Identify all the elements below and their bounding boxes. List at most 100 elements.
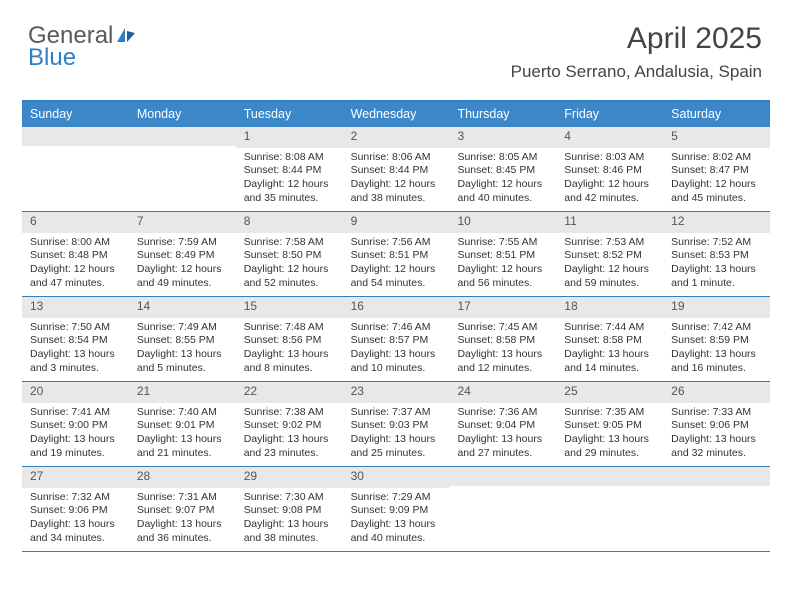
calendar-day: 21Sunrise: 7:40 AMSunset: 9:01 PMDayligh… bbox=[129, 382, 236, 466]
sunrise-text: Sunrise: 7:50 AM bbox=[30, 321, 123, 335]
sunset-text: Sunset: 8:45 PM bbox=[457, 164, 550, 178]
calendar-day bbox=[556, 467, 663, 551]
sunset-text: Sunset: 8:57 PM bbox=[351, 334, 444, 348]
sunrise-text: Sunrise: 7:41 AM bbox=[30, 406, 123, 420]
daylight-text: Daylight: 12 hours and 40 minutes. bbox=[457, 178, 550, 205]
calendar-day: 4Sunrise: 8:03 AMSunset: 8:46 PMDaylight… bbox=[556, 127, 663, 211]
calendar-week: 27Sunrise: 7:32 AMSunset: 9:06 PMDayligh… bbox=[22, 467, 770, 552]
sail-icon bbox=[115, 26, 137, 48]
daylight-text: Daylight: 13 hours and 38 minutes. bbox=[244, 518, 337, 545]
sunset-text: Sunset: 9:09 PM bbox=[351, 504, 444, 518]
daylight-text: Daylight: 12 hours and 56 minutes. bbox=[457, 263, 550, 290]
calendar-day: 3Sunrise: 8:05 AMSunset: 8:45 PMDaylight… bbox=[449, 127, 556, 211]
calendar-day: 30Sunrise: 7:29 AMSunset: 9:09 PMDayligh… bbox=[343, 467, 450, 551]
sunrise-text: Sunrise: 7:33 AM bbox=[671, 406, 764, 420]
calendar-day: 19Sunrise: 7:42 AMSunset: 8:59 PMDayligh… bbox=[663, 297, 770, 381]
calendar-day: 17Sunrise: 7:45 AMSunset: 8:58 PMDayligh… bbox=[449, 297, 556, 381]
calendar-day: 16 Sunrise: 7:46 AMSunset: 8:57 PMDayligh… bbox=[343, 297, 450, 381]
calendar-day: 2Sunrise: 8:06 AMSunset: 8:44 PMDaylight… bbox=[343, 127, 450, 211]
day-number: 20 bbox=[22, 382, 129, 403]
daylight-text: Daylight: 12 hours and 59 minutes. bbox=[564, 263, 657, 290]
sunrise-text: Sunrise: 7:46 AM bbox=[351, 321, 444, 335]
sunset-text: Sunset: 9:04 PM bbox=[457, 419, 550, 433]
day-number: 29 bbox=[236, 467, 343, 488]
sunrise-text: Sunrise: 7:36 AM bbox=[457, 406, 550, 420]
day-number: 16 bbox=[343, 297, 450, 318]
day-body: Sunrise: 7:40 AMSunset: 9:01 PMDaylight:… bbox=[129, 403, 236, 466]
sunset-text: Sunset: 8:54 PM bbox=[30, 334, 123, 348]
daylight-text: Daylight: 13 hours and 32 minutes. bbox=[671, 433, 764, 460]
calendar-day: 14Sunrise: 7:49 AMSunset: 8:55 PMDayligh… bbox=[129, 297, 236, 381]
day-body: Sunrise: 7:30 AMSunset: 9:08 PMDaylight:… bbox=[236, 488, 343, 551]
day-number: 23 bbox=[343, 382, 450, 403]
day-number: 4 bbox=[556, 127, 663, 148]
day-number: 24 bbox=[449, 382, 556, 403]
day-body: Sunrise: 7:58 AMSunset: 8:50 PMDaylight:… bbox=[236, 233, 343, 296]
daylight-text: Daylight: 13 hours and 21 minutes. bbox=[137, 433, 230, 460]
day-number: 22 bbox=[236, 382, 343, 403]
day-number: 25 bbox=[556, 382, 663, 403]
day-body: Sunrise: 7:35 AMSunset: 9:05 PMDaylight:… bbox=[556, 403, 663, 466]
calendar-day: 26Sunrise: 7:33 AMSunset: 9:06 PMDayligh… bbox=[663, 382, 770, 466]
calendar-day: 20Sunrise: 7:41 AMSunset: 9:00 PMDayligh… bbox=[22, 382, 129, 466]
daylight-text: Daylight: 13 hours and 29 minutes. bbox=[564, 433, 657, 460]
daylight-text: Daylight: 13 hours and 10 minutes. bbox=[351, 348, 444, 375]
sunset-text: Sunset: 8:56 PM bbox=[244, 334, 337, 348]
calendar-day: 10Sunrise: 7:55 AMSunset: 8:51 PMDayligh… bbox=[449, 212, 556, 296]
daylight-text: Daylight: 12 hours and 42 minutes. bbox=[564, 178, 657, 205]
calendar-day: 18Sunrise: 7:44 AMSunset: 8:58 PMDayligh… bbox=[556, 297, 663, 381]
sunrise-text: Sunrise: 7:56 AM bbox=[351, 236, 444, 250]
sunset-text: Sunset: 8:52 PM bbox=[564, 249, 657, 263]
sunset-text: Sunset: 8:44 PM bbox=[351, 164, 444, 178]
calendar-day: 6Sunrise: 8:00 AMSunset: 8:48 PMDaylight… bbox=[22, 212, 129, 296]
day-body: Sunrise: 7:53 AMSunset: 8:52 PMDaylight:… bbox=[556, 233, 663, 296]
day-number: 1 bbox=[236, 127, 343, 148]
sunset-text: Sunset: 9:01 PM bbox=[137, 419, 230, 433]
calendar-day bbox=[663, 467, 770, 551]
sunrise-text: Sunrise: 7:42 AM bbox=[671, 321, 764, 335]
day-body: Sunrise: 7:41 AMSunset: 9:00 PMDaylight:… bbox=[22, 403, 129, 466]
calendar-grid: Sunday Monday Tuesday Wednesday Thursday… bbox=[22, 100, 770, 552]
page-title: April 2025 bbox=[627, 22, 762, 56]
daylight-text: Daylight: 13 hours and 3 minutes. bbox=[30, 348, 123, 375]
day-number: 30 bbox=[343, 467, 450, 488]
daylight-text: Daylight: 13 hours and 27 minutes. bbox=[457, 433, 550, 460]
sunset-text: Sunset: 9:05 PM bbox=[564, 419, 657, 433]
sunrise-text: Sunrise: 8:02 AM bbox=[671, 151, 764, 165]
sunrise-text: Sunrise: 7:30 AM bbox=[244, 491, 337, 505]
sunrise-text: Sunrise: 7:53 AM bbox=[564, 236, 657, 250]
day-number: 13 bbox=[22, 297, 129, 318]
weekday-header: Sunday bbox=[22, 102, 129, 127]
sunset-text: Sunset: 8:59 PM bbox=[671, 334, 764, 348]
sunrise-text: Sunrise: 7:59 AM bbox=[137, 236, 230, 250]
sunrise-text: Sunrise: 8:06 AM bbox=[351, 151, 444, 165]
daylight-text: Daylight: 12 hours and 47 minutes. bbox=[30, 263, 123, 290]
daylight-text: Daylight: 12 hours and 52 minutes. bbox=[244, 263, 337, 290]
day-number: 15 bbox=[236, 297, 343, 318]
day-body: Sunrise: 8:00 AMSunset: 8:48 PMDaylight:… bbox=[22, 233, 129, 296]
daylight-text: Daylight: 13 hours and 36 minutes. bbox=[137, 518, 230, 545]
day-body: Sunrise: 7:42 AMSunset: 8:59 PMDaylight:… bbox=[663, 318, 770, 381]
day-body: Sunrise: 7:38 AMSunset: 9:02 PMDaylight:… bbox=[236, 403, 343, 466]
sunrise-text: Sunrise: 8:05 AM bbox=[457, 151, 550, 165]
sunrise-text: Sunrise: 7:31 AM bbox=[137, 491, 230, 505]
calendar-day: 23Sunrise: 7:37 AMSunset: 9:03 PMDayligh… bbox=[343, 382, 450, 466]
day-number: 14 bbox=[129, 297, 236, 318]
brand-logo: General Blue bbox=[28, 25, 137, 72]
day-number: 21 bbox=[129, 382, 236, 403]
day-body: Sunrise: 7:31 AMSunset: 9:07 PMDaylight:… bbox=[129, 488, 236, 551]
sunrise-text: Sunrise: 7:55 AM bbox=[457, 236, 550, 250]
day-number: 19 bbox=[663, 297, 770, 318]
daylight-text: Daylight: 12 hours and 54 minutes. bbox=[351, 263, 444, 290]
calendar-day: 13 Sunrise: 7:50 AMSunset: 8:54 PMDayligh… bbox=[22, 297, 129, 381]
sunrise-text: Sunrise: 7:29 AM bbox=[351, 491, 444, 505]
day-number bbox=[22, 127, 129, 146]
day-number: 27 bbox=[22, 467, 129, 488]
weekday-header-row: Sunday Monday Tuesday Wednesday Thursday… bbox=[22, 102, 770, 127]
calendar-day: 8Sunrise: 7:58 AMSunset: 8:50 PMDaylight… bbox=[236, 212, 343, 296]
day-number: 6 bbox=[22, 212, 129, 233]
sunrise-text: Sunrise: 7:48 AM bbox=[244, 321, 337, 335]
sunset-text: Sunset: 9:00 PM bbox=[30, 419, 123, 433]
day-number: 8 bbox=[236, 212, 343, 233]
day-number bbox=[129, 127, 236, 146]
